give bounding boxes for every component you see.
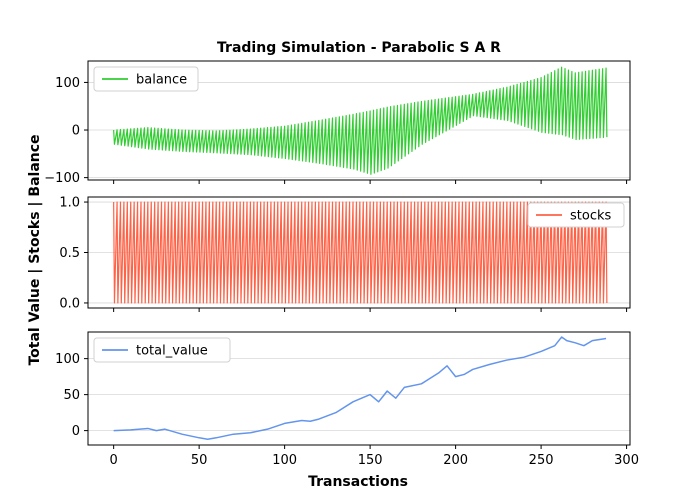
- legend-label: stocks: [570, 209, 611, 224]
- stocks-line: [113, 201, 608, 304]
- x-tick-label: 300: [614, 453, 639, 468]
- y-tick-label: 100: [55, 76, 80, 91]
- legend-stocks: stocks: [527, 202, 625, 228]
- legend-label: total_value: [136, 344, 208, 359]
- panel-stocks: 1.0 0.5 0.0 stocks: [59, 196, 631, 312]
- x-tick-label: 100: [272, 453, 297, 468]
- legend-box: [93, 66, 199, 92]
- plot-frame: [87, 331, 631, 446]
- y-tick-label: 0: [72, 124, 80, 139]
- plot-frame: [87, 196, 631, 309]
- legend-box: [93, 337, 231, 363]
- legend-box: [527, 202, 625, 228]
- plot-frame: [87, 60, 631, 181]
- y-tick-label: 0.5: [59, 246, 80, 261]
- chart-title: Trading Simulation - Parabolic S A R: [217, 40, 501, 56]
- y-tick-label: 0.0: [59, 296, 80, 311]
- y-tick-label: 50: [63, 388, 80, 403]
- y-tick-label: 100: [55, 352, 80, 367]
- x-tick-label: 0: [110, 453, 118, 468]
- y-tick-label: 0: [72, 424, 80, 439]
- panel-total_value: 100 50 0 0 50 100 150 200 250 300 total_value: [55, 331, 639, 468]
- panel-balance: 100 0 −100 balance: [44, 60, 631, 186]
- y-tick-label: −100: [44, 171, 80, 186]
- x-tick-label: 250: [529, 453, 554, 468]
- legend-total_value: total_value: [93, 337, 231, 363]
- x-tick-label: 200: [443, 453, 468, 468]
- x-axis-label: Transactions: [308, 474, 408, 490]
- x-tick-label: 150: [358, 453, 383, 468]
- total_value-line: [113, 336, 607, 440]
- y-tick-label: 1.0: [59, 196, 80, 211]
- legend-balance: balance: [93, 66, 199, 92]
- balance-line: [113, 66, 608, 175]
- legend-label: balance: [136, 73, 187, 88]
- y-axis-label: Total Value | Stocks | Balance: [27, 134, 43, 365]
- x-tick-label: 50: [191, 453, 208, 468]
